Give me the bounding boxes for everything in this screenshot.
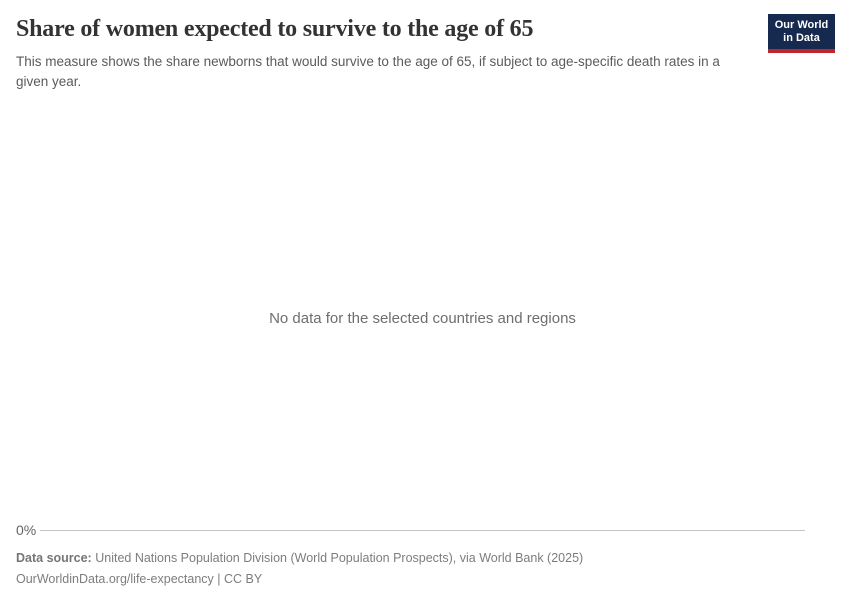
data-source-line: Data source: United Nations Population D… bbox=[16, 548, 826, 569]
owid-logo-line1: Our World bbox=[774, 18, 829, 31]
chart-title[interactable]: Share of women expected to survive to th… bbox=[16, 16, 534, 42]
no-data-message: No data for the selected countries and r… bbox=[269, 310, 576, 327]
axis-baseline bbox=[40, 530, 805, 531]
owid-url-license-link[interactable]: OurWorldinData.org/life-expectancy | CC … bbox=[16, 571, 263, 586]
chart-footer: Data source: United Nations Population D… bbox=[16, 548, 826, 589]
owid-logo-accent-bar bbox=[768, 49, 835, 53]
y-axis-tick-0: 0% bbox=[16, 522, 37, 538]
data-source-value: United Nations Population Division (Worl… bbox=[95, 551, 584, 565]
owid-logo-line2: in Data bbox=[783, 31, 820, 44]
data-source-label: Data source: bbox=[16, 551, 92, 565]
owid-logo[interactable]: Our World in Data bbox=[768, 14, 835, 53]
owid-logo-box: Our World in Data bbox=[768, 14, 835, 49]
chart-subtitle: This measure shows the share newborns th… bbox=[16, 54, 720, 89]
